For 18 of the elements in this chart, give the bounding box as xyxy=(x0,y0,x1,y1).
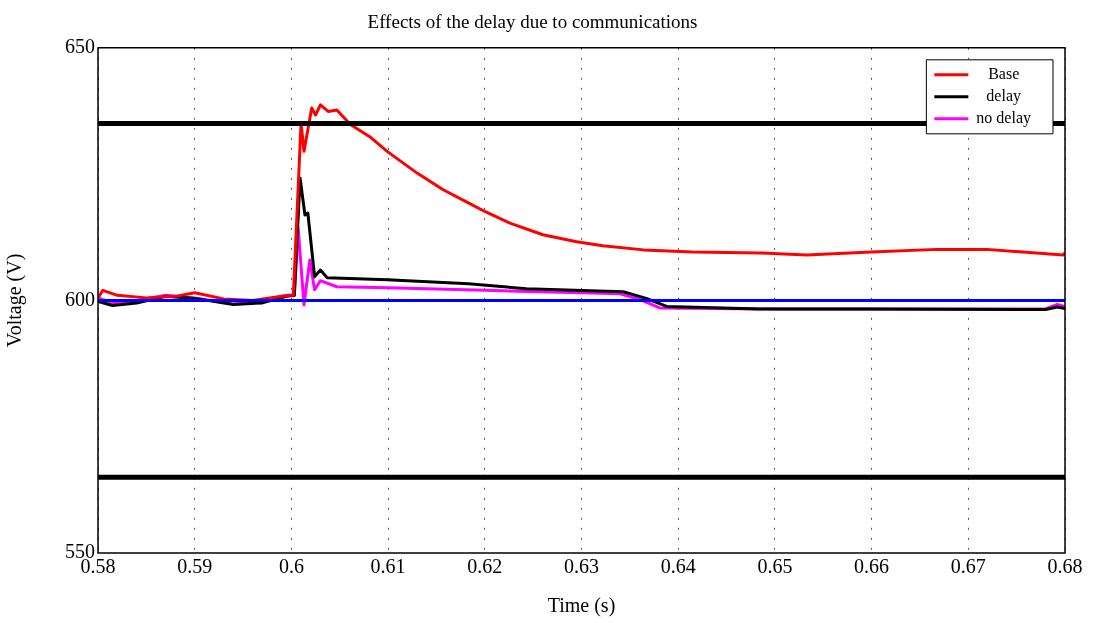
x-tick-label: 0.62 xyxy=(467,555,503,578)
x-tick-label: 0.68 xyxy=(1047,555,1083,578)
x-tick-label: 0.59 xyxy=(177,555,213,578)
x-axis-title: Time (s) xyxy=(547,594,616,618)
x-tick-label: 0.65 xyxy=(757,555,793,578)
legend-label: Base xyxy=(988,65,1020,82)
x-tick-label: 0.66 xyxy=(854,555,890,578)
x-tick-label: 0.64 xyxy=(660,555,696,578)
x-tick-label: 0.67 xyxy=(950,555,986,578)
y-axis-title: Voltage (V) xyxy=(3,253,27,348)
x-tick-label: 0.61 xyxy=(370,555,406,578)
chart-title: Effects of the delay due to communications xyxy=(367,11,698,33)
x-tick-label: 0.63 xyxy=(564,555,599,578)
y-tick-label: 650 xyxy=(65,35,95,58)
y-tick-label: 600 xyxy=(65,287,95,310)
legend-label: delay xyxy=(986,87,1021,105)
legend-label: no delay xyxy=(976,109,1031,127)
x-tick-label: 0.6 xyxy=(278,555,304,578)
